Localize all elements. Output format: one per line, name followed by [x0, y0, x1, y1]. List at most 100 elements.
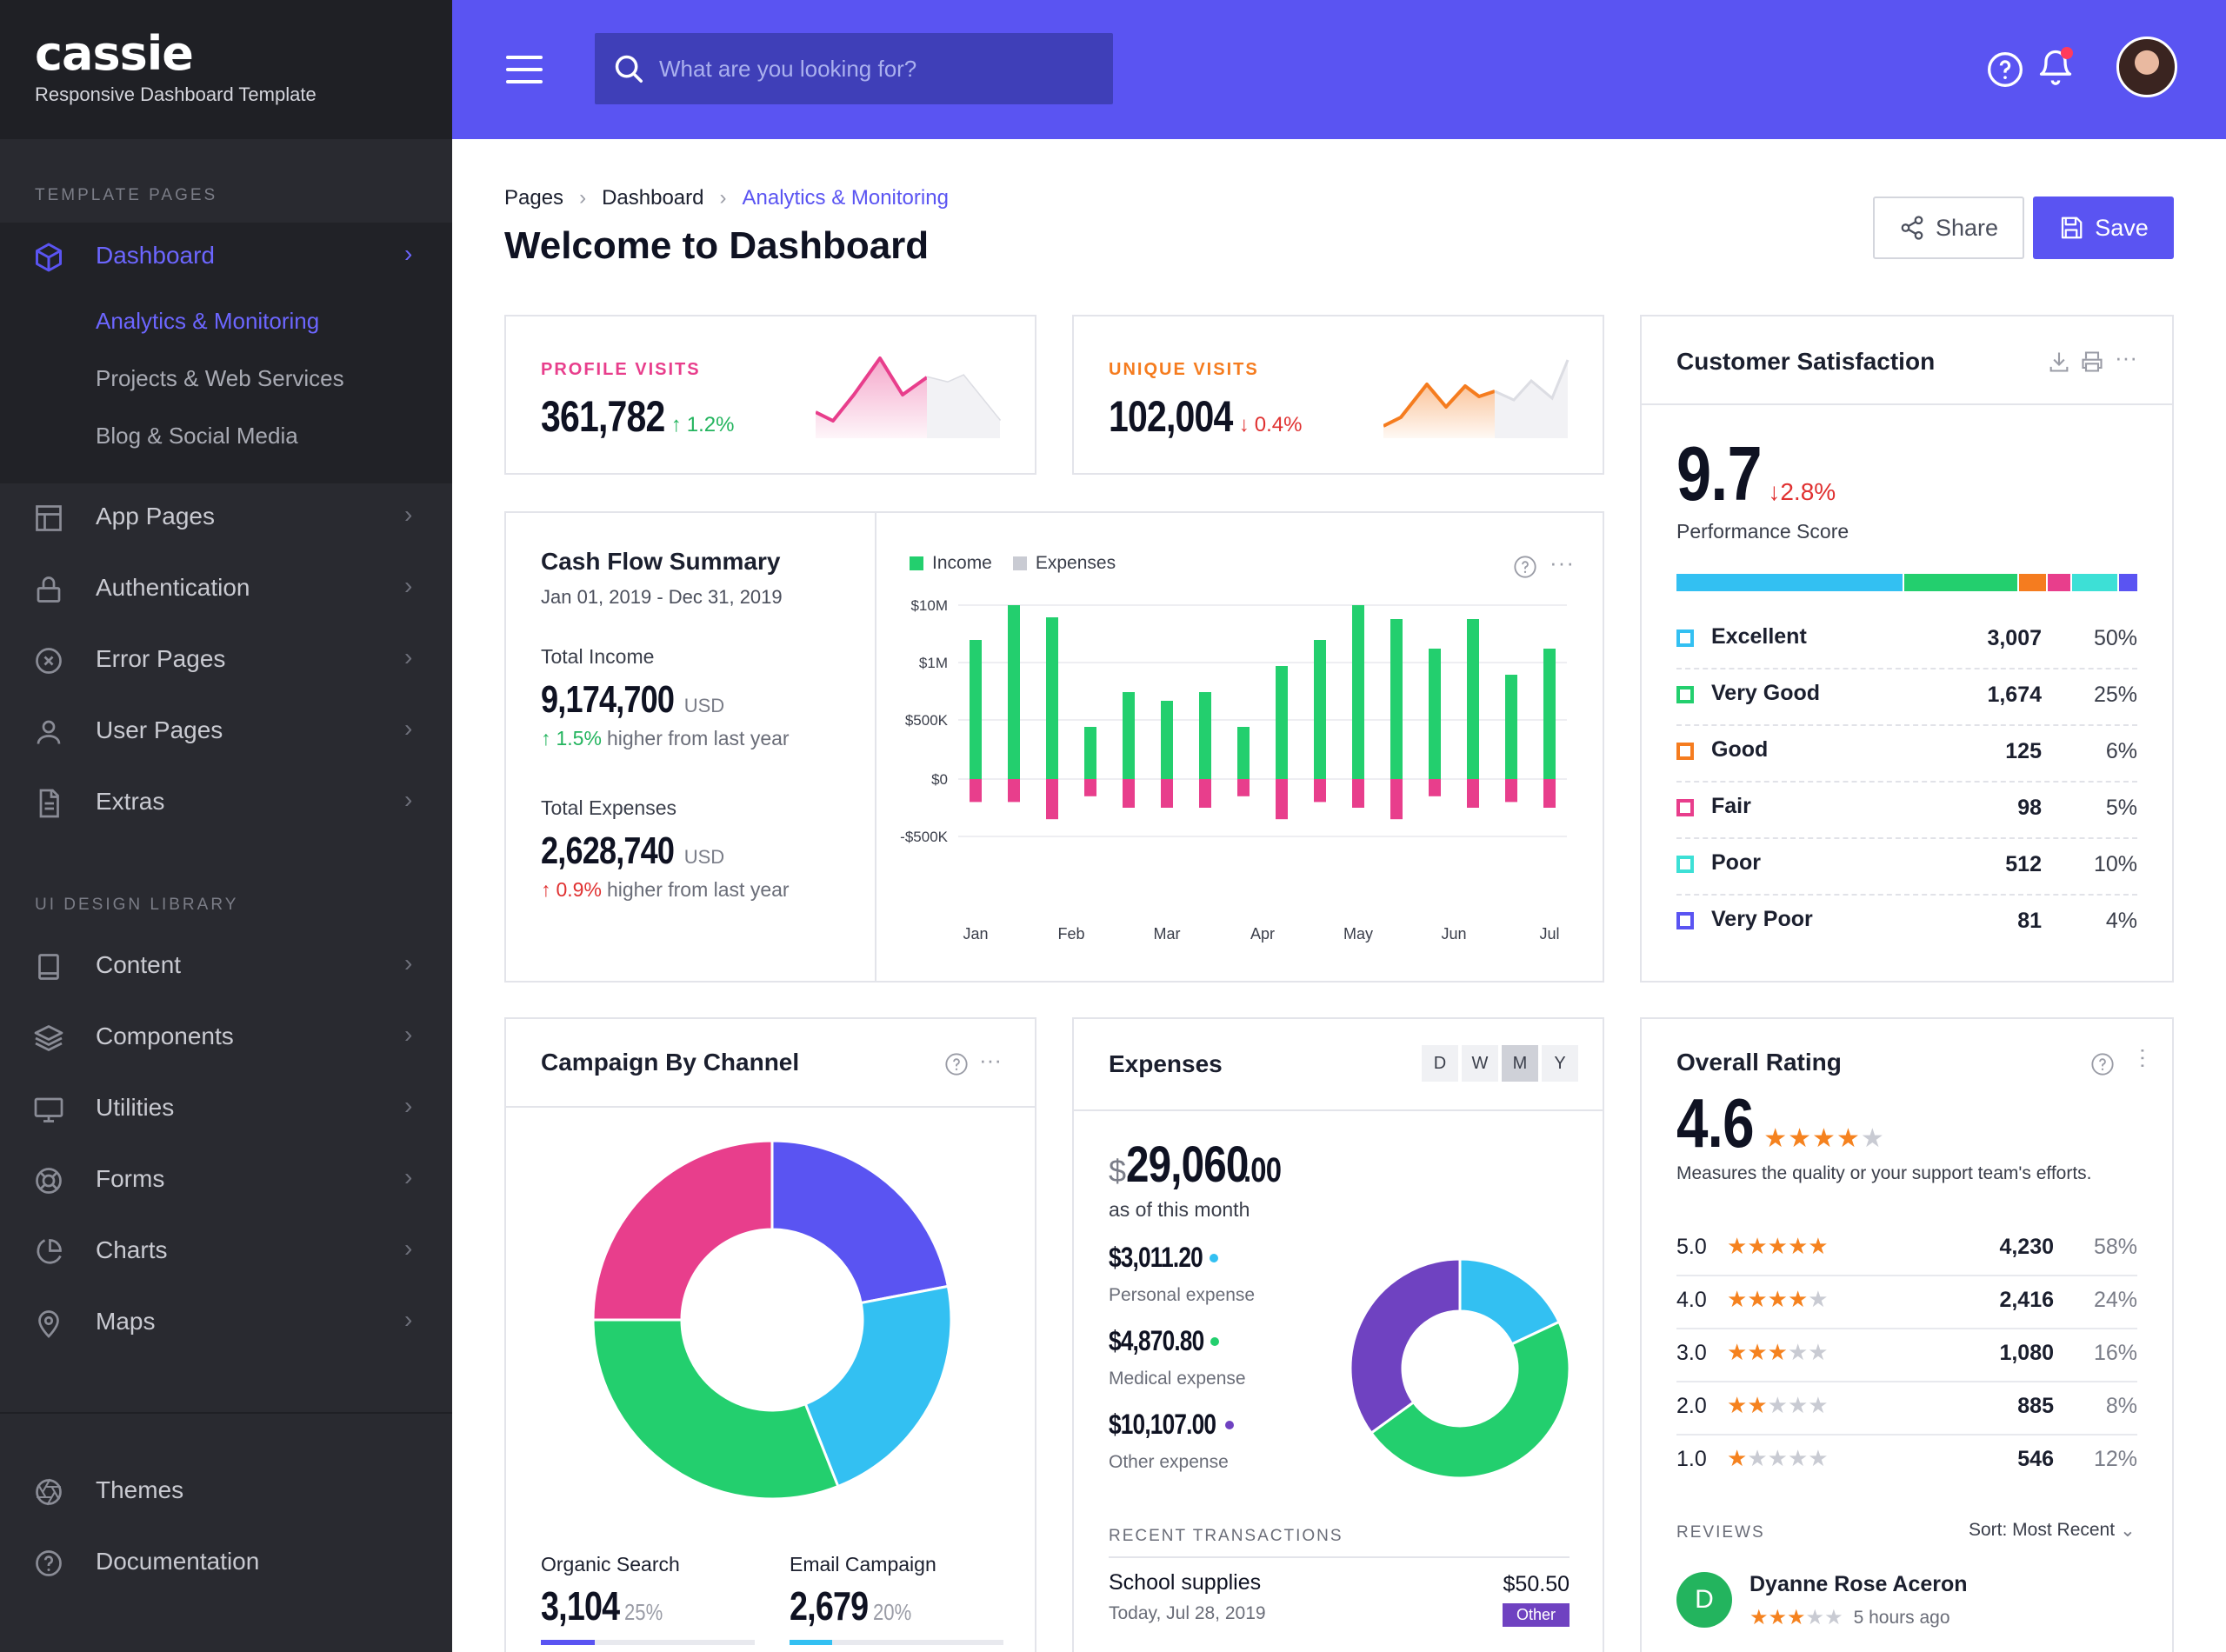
income-bar[interactable] — [1276, 666, 1288, 779]
expense-bar[interactable] — [1314, 779, 1326, 803]
income-bar[interactable] — [1543, 649, 1556, 779]
campaign-item[interactable]: Email Campaign 2,679 20% — [790, 1553, 1003, 1649]
income-bar[interactable] — [1505, 675, 1517, 779]
sidebar-item-user-pages[interactable]: User Pages › — [0, 697, 452, 769]
reviewer-avatar[interactable]: D — [1676, 1572, 1732, 1628]
income-bar[interactable] — [1237, 727, 1250, 779]
expense-bar[interactable] — [1123, 779, 1135, 808]
sidebar-item-charts[interactable]: Charts › — [0, 1217, 452, 1289]
more-vertical-icon[interactable]: ··· — [2131, 1047, 2157, 1069]
help-circle-icon[interactable] — [944, 1052, 969, 1076]
period-tab-y[interactable]: Y — [1542, 1045, 1578, 1082]
sort-dropdown[interactable]: Sort: Most Recent ⌄ — [1969, 1520, 2136, 1542]
reviewer-name[interactable]: Dyanne Rose Aceron — [1749, 1572, 1968, 1596]
notification-button[interactable] — [2036, 47, 2078, 89]
help-circle-icon[interactable] — [2090, 1052, 2115, 1076]
expense-bar[interactable] — [1276, 779, 1288, 820]
breadcrumb-dashboard[interactable]: Dashboard — [602, 186, 704, 210]
expense-bar[interactable] — [1237, 779, 1250, 796]
help-circle-icon[interactable] — [1513, 555, 1537, 579]
expense-bar[interactable] — [1505, 779, 1517, 803]
download-icon[interactable] — [2047, 350, 2071, 374]
sub-item-analytics[interactable]: Analytics & Monitoring — [96, 308, 320, 334]
income-bar[interactable] — [1008, 605, 1020, 779]
expense-item-value-row: $4,870.80 — [1109, 1325, 1220, 1357]
sub-item-projects[interactable]: Projects & Web Services — [96, 365, 344, 391]
expense-bar[interactable] — [970, 779, 982, 803]
share-button[interactable]: Share — [1873, 197, 2024, 259]
expense-item[interactable]: $10,107.00 Other expense — [1109, 1409, 1335, 1487]
expense-slice[interactable] — [1349, 1257, 1462, 1436]
campaign-slice[interactable] — [591, 1318, 840, 1501]
expense-bar[interactable] — [1046, 779, 1058, 820]
campaign-slice[interactable] — [770, 1139, 950, 1305]
expense-slice[interactable] — [1369, 1320, 1571, 1480]
satisfaction-row[interactable]: Very Poor 81 4% — [1676, 905, 2137, 949]
expense-bar[interactable] — [1008, 779, 1020, 803]
rating-row[interactable]: 3.0 ★★★★★ 1,080 16% — [1676, 1337, 2137, 1382]
sidebar-item-extras[interactable]: Extras › — [0, 769, 452, 840]
breadcrumb-pages[interactable]: Pages — [504, 186, 564, 210]
satisfaction-row[interactable]: Good 125 6% — [1676, 736, 2137, 783]
campaign-slice[interactable] — [803, 1284, 953, 1489]
sidebar-item-app-pages[interactable]: App Pages › — [0, 483, 452, 555]
rating-row[interactable]: 2.0 ★★★★★ 885 8% — [1676, 1390, 2137, 1436]
more-icon[interactable]: ··· — [979, 1047, 1002, 1073]
rating-row[interactable]: 1.0 ★★★★★ 546 12% — [1676, 1443, 2137, 1489]
sidebar-item-authentication[interactable]: Authentication › — [0, 555, 452, 626]
income-bar[interactable] — [1199, 692, 1211, 779]
sidebar-item-themes[interactable]: Themes — [0, 1457, 452, 1529]
income-bar[interactable] — [1352, 605, 1364, 779]
transaction-row[interactable]: School supplies Today, Jul 28, 2019 $50.… — [1109, 1570, 1570, 1640]
menu-icon[interactable] — [506, 56, 543, 83]
satisfaction-row[interactable]: Very Good 1,674 25% — [1676, 679, 2137, 726]
period-tab-m[interactable]: M — [1502, 1045, 1538, 1082]
expense-bar[interactable] — [1084, 779, 1096, 796]
expense-bar[interactable] — [1467, 779, 1479, 808]
campaign-slice[interactable] — [591, 1139, 774, 1322]
income-bar[interactable] — [1429, 649, 1441, 779]
expense-item[interactable]: $3,011.20 Personal expense — [1109, 1242, 1335, 1320]
income-bar[interactable] — [1314, 640, 1326, 779]
period-tab-w[interactable]: W — [1462, 1045, 1498, 1082]
more-icon[interactable]: ··· — [1550, 550, 1575, 576]
search-input[interactable] — [659, 33, 1094, 104]
rating-row[interactable]: 4.0 ★★★★★ 2,416 24% — [1676, 1284, 2137, 1329]
campaign-item[interactable]: Organic Search 3,104 25% — [541, 1553, 755, 1649]
income-bar[interactable] — [1390, 619, 1403, 779]
rating-row[interactable]: 5.0 ★★★★★ 4,230 58% — [1676, 1231, 2137, 1276]
brand-logo[interactable]: cassie — [35, 26, 194, 81]
avatar[interactable] — [2116, 37, 2177, 97]
transaction-date: Today, Jul 28, 2019 — [1109, 1603, 1266, 1623]
period-tab-d[interactable]: D — [1422, 1045, 1458, 1082]
sidebar-item-maps[interactable]: Maps › — [0, 1289, 452, 1360]
expense-bar[interactable] — [1543, 779, 1556, 808]
sidebar-item-dashboard[interactable]: Dashboard › — [0, 223, 452, 294]
expense-bar[interactable] — [1352, 779, 1364, 808]
expense-item[interactable]: $4,870.80 Medical expense — [1109, 1325, 1335, 1403]
sidebar-item-content[interactable]: Content › — [0, 932, 452, 1003]
sub-item-blog[interactable]: Blog & Social Media — [96, 423, 298, 449]
sidebar-item-components[interactable]: Components › — [0, 1003, 452, 1075]
sidebar-item-error-pages[interactable]: Error Pages › — [0, 626, 452, 697]
expense-bar[interactable] — [1390, 779, 1403, 820]
expense-bar[interactable] — [1199, 779, 1211, 808]
save-button[interactable]: Save — [2033, 197, 2174, 259]
income-bar[interactable] — [1161, 701, 1173, 779]
sidebar-item-forms[interactable]: Forms › — [0, 1146, 452, 1217]
sidebar-item-documentation[interactable]: Documentation — [0, 1529, 452, 1600]
income-bar[interactable] — [1084, 727, 1096, 779]
sidebar-item-utilities[interactable]: Utilities › — [0, 1075, 452, 1146]
satisfaction-row[interactable]: Poor 512 10% — [1676, 849, 2137, 896]
income-bar[interactable] — [1046, 617, 1058, 779]
more-icon[interactable]: ··· — [2115, 344, 2137, 370]
help-circle-icon[interactable] — [1986, 50, 2024, 89]
income-bar[interactable] — [970, 640, 982, 779]
expense-bar[interactable] — [1161, 779, 1173, 808]
income-bar[interactable] — [1467, 619, 1479, 779]
satisfaction-row[interactable]: Fair 98 5% — [1676, 792, 2137, 839]
income-bar[interactable] — [1123, 692, 1135, 779]
satisfaction-row[interactable]: Excellent 3,007 50% — [1676, 623, 2137, 669]
expense-bar[interactable] — [1429, 779, 1441, 796]
printer-icon[interactable] — [2080, 350, 2104, 374]
